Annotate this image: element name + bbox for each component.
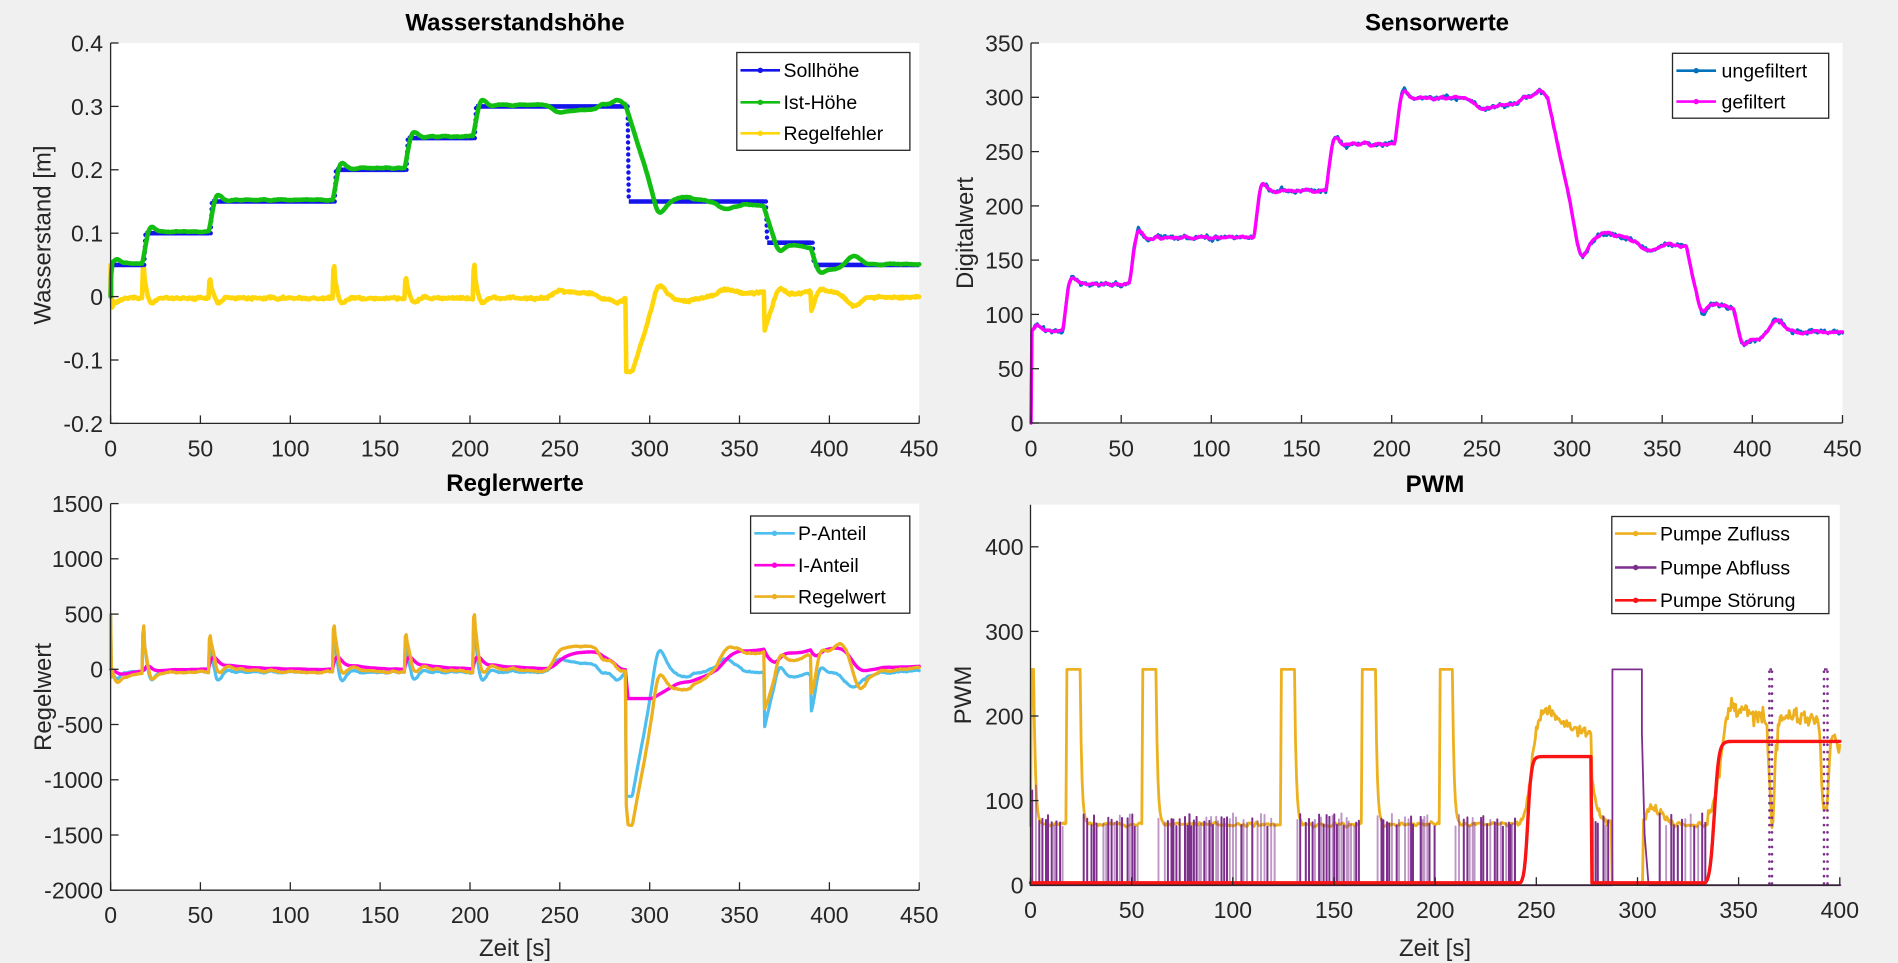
svg-text:250: 250	[541, 435, 579, 461]
svg-text:400: 400	[810, 902, 848, 928]
svg-text:0: 0	[90, 657, 103, 683]
svg-text:0: 0	[1025, 435, 1038, 461]
svg-text:50: 50	[188, 902, 214, 928]
svg-text:100: 100	[985, 788, 1023, 814]
svg-text:300: 300	[1553, 435, 1591, 461]
svg-text:Wasserstandshöhe: Wasserstandshöhe	[405, 9, 624, 36]
svg-text:50: 50	[188, 435, 214, 461]
svg-text:Zeit [s]: Zeit [s]	[479, 935, 551, 962]
svg-text:250: 250	[541, 902, 579, 928]
svg-text:P-Anteil: P-Anteil	[798, 523, 866, 545]
svg-text:450: 450	[1823, 435, 1861, 461]
svg-text:50: 50	[1119, 897, 1145, 923]
svg-text:Digitalwert: Digitalwert	[952, 177, 979, 289]
svg-text:0.2: 0.2	[71, 157, 103, 183]
svg-text:200: 200	[985, 703, 1023, 729]
svg-text:100: 100	[985, 302, 1023, 328]
svg-text:200: 200	[451, 902, 489, 928]
svg-text:50: 50	[1108, 435, 1134, 461]
svg-text:300: 300	[1618, 897, 1656, 923]
svg-text:50: 50	[998, 356, 1024, 382]
svg-text:350: 350	[1719, 897, 1757, 923]
svg-text:Sollhöhe: Sollhöhe	[784, 60, 860, 82]
svg-text:250: 250	[985, 139, 1023, 165]
svg-text:-500: -500	[57, 712, 103, 738]
svg-text:gefiltert: gefiltert	[1722, 92, 1787, 114]
svg-text:-0.2: -0.2	[63, 411, 103, 437]
svg-text:Pumpe Zufluss: Pumpe Zufluss	[1660, 524, 1790, 546]
svg-text:100: 100	[1192, 435, 1230, 461]
svg-text:300: 300	[631, 435, 669, 461]
svg-text:0: 0	[90, 284, 103, 310]
svg-text:200: 200	[451, 435, 489, 461]
svg-text:I-Anteil: I-Anteil	[798, 555, 859, 577]
svg-text:Sensorwerte: Sensorwerte	[1365, 9, 1509, 36]
svg-text:300: 300	[985, 619, 1023, 645]
svg-text:400: 400	[1733, 435, 1771, 461]
svg-text:150: 150	[361, 435, 399, 461]
svg-text:0.4: 0.4	[71, 30, 103, 56]
svg-text:500: 500	[65, 602, 103, 628]
svg-text:450: 450	[900, 435, 938, 461]
svg-text:300: 300	[631, 902, 669, 928]
svg-text:-1500: -1500	[44, 822, 103, 848]
svg-text:1500: 1500	[52, 491, 103, 517]
svg-text:0.3: 0.3	[71, 94, 103, 120]
svg-text:100: 100	[1214, 897, 1252, 923]
svg-text:250: 250	[1463, 435, 1501, 461]
svg-text:0: 0	[1011, 410, 1024, 436]
svg-text:400: 400	[985, 534, 1023, 560]
svg-text:PWM: PWM	[950, 666, 977, 725]
svg-text:0.1: 0.1	[71, 221, 103, 247]
svg-text:400: 400	[810, 435, 848, 461]
svg-text:1000: 1000	[52, 546, 103, 572]
svg-text:-1000: -1000	[44, 767, 103, 793]
svg-text:350: 350	[720, 435, 758, 461]
svg-text:0: 0	[104, 435, 117, 461]
svg-text:-2000: -2000	[44, 878, 103, 904]
svg-text:350: 350	[1643, 435, 1681, 461]
svg-text:350: 350	[720, 902, 758, 928]
svg-text:450: 450	[900, 902, 938, 928]
svg-text:Ist-Höhe: Ist-Höhe	[784, 92, 858, 114]
svg-text:150: 150	[1315, 897, 1353, 923]
svg-text:Zeit [s]: Zeit [s]	[1399, 935, 1471, 962]
svg-text:Regelwert: Regelwert	[30, 643, 57, 751]
svg-text:150: 150	[361, 902, 399, 928]
svg-text:250: 250	[1517, 897, 1555, 923]
svg-text:100: 100	[271, 435, 309, 461]
svg-text:Regelfehler: Regelfehler	[784, 123, 884, 145]
svg-text:0: 0	[1011, 873, 1024, 899]
svg-text:100: 100	[271, 902, 309, 928]
svg-text:ungefiltert: ungefiltert	[1722, 61, 1808, 83]
svg-text:200: 200	[1373, 435, 1411, 461]
svg-text:-0.1: -0.1	[63, 347, 103, 373]
svg-text:PWM: PWM	[1406, 471, 1465, 498]
svg-text:Pumpe Abfluss: Pumpe Abfluss	[1660, 557, 1790, 579]
svg-text:200: 200	[1416, 897, 1454, 923]
svg-text:350: 350	[985, 30, 1023, 56]
svg-text:200: 200	[985, 193, 1023, 219]
svg-text:Wasserstand [m]: Wasserstand [m]	[30, 145, 57, 324]
svg-text:Reglerwerte: Reglerwerte	[446, 470, 583, 497]
svg-text:400: 400	[1821, 897, 1859, 923]
svg-text:0: 0	[104, 902, 117, 928]
svg-text:300: 300	[985, 85, 1023, 111]
svg-text:150: 150	[1282, 435, 1320, 461]
svg-text:Regelwert: Regelwert	[798, 587, 886, 609]
svg-text:Pumpe Störung: Pumpe Störung	[1660, 590, 1796, 612]
svg-text:150: 150	[985, 248, 1023, 274]
svg-text:0: 0	[1024, 897, 1037, 923]
